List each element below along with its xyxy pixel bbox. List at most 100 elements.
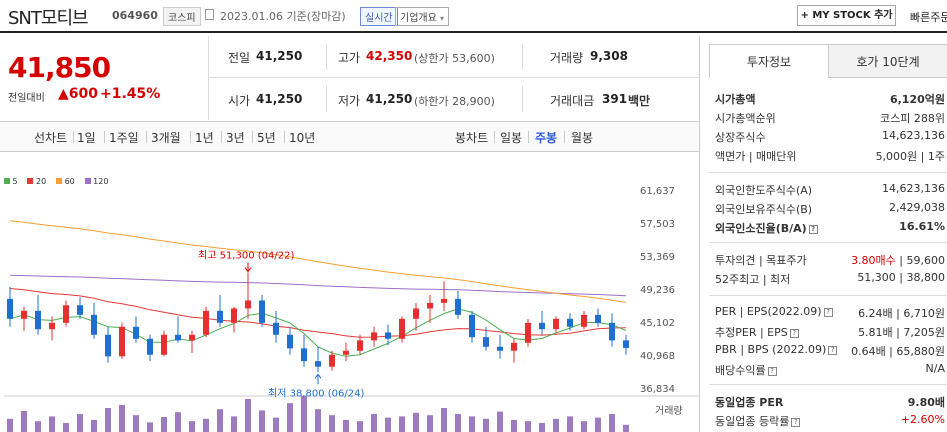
candle-body: [315, 361, 321, 367]
volume-bar: [189, 421, 195, 432]
info-row-value: 51,300 | 38,800: [857, 271, 945, 284]
separator: [190, 131, 191, 143]
current-price: 41,850: [8, 51, 111, 84]
period-tab-5y[interactable]: 5년: [257, 131, 276, 145]
volume-bar: [287, 403, 293, 432]
chart-period-bar: 선차트 1일 1주일 3개월 1년 3년 5년 10년 봉차트 일봉 주봉 월봉: [0, 121, 699, 152]
upper-limit: (상한가 53,600): [414, 52, 495, 65]
info-row-label: 시가총액: [715, 93, 756, 106]
volume-bar: [581, 421, 587, 432]
stock-code: 064960: [112, 9, 158, 22]
fast-order-link[interactable]: 빠른주문: [910, 11, 947, 24]
volume-bar: [259, 410, 265, 432]
info-row-label: 52주최고 | 최저: [715, 273, 791, 286]
volume-bar: [595, 417, 601, 432]
company-name: SNT모티브: [8, 8, 89, 29]
help-icon[interactable]: ?: [808, 225, 818, 234]
candle-body: [133, 326, 139, 339]
high-value: 42,350: [366, 49, 413, 63]
y-tick-label: 40,968: [640, 351, 675, 362]
volume-value: 9,308: [590, 49, 628, 63]
ma60-line: [9, 220, 627, 303]
info-row: 액면가 | 매매단위 5,000원 | 1주: [715, 148, 945, 167]
chevron-down-icon: ▾: [440, 14, 445, 23]
info-row-value: 2,429,038: [889, 201, 945, 214]
document-icon[interactable]: [205, 9, 214, 20]
candle-body: [539, 322, 545, 330]
candlestick-chart[interactable]: 61,637 57,503 53,369 49,236 45,102 40,968 36,8…: [0, 180, 699, 432]
info-row-value: 6.24배 | 6,710원: [858, 307, 945, 320]
legend-ma60: 60: [64, 177, 75, 186]
company-overview-dropdown[interactable]: 기업개요 ▾: [395, 7, 450, 26]
info-row: 상장주식수 14,623,136: [715, 129, 945, 148]
help-icon[interactable]: ?: [767, 367, 777, 376]
info-row-label: 동일업종 등락률?: [715, 413, 801, 429]
volume-bar: [35, 421, 41, 432]
info-row-label: PBR | BPS (2022.09)?: [715, 343, 838, 356]
period-tab-1y[interactable]: 1년: [195, 131, 214, 145]
market-badge: 코스피: [163, 7, 201, 26]
high-annotation: 최고 51,300 (04/22): [198, 250, 294, 262]
divider: [326, 44, 327, 70]
help-icon[interactable]: ?: [828, 346, 838, 355]
candle-tab-weekly[interactable]: 주봉: [535, 131, 558, 145]
volume-bar: [525, 421, 531, 432]
live-badge[interactable]: 실시간: [360, 7, 398, 26]
stock-header: [0, 0, 947, 33]
tab-order-book[interactable]: 호가 10단계: [829, 44, 947, 78]
candle-body: [105, 334, 111, 357]
info-row: PER | EPS(2022.09)? 6.24배 | 6,710원: [715, 305, 945, 324]
divider: [709, 295, 947, 296]
separator: [221, 131, 222, 143]
legend-ma120: 120: [93, 177, 109, 186]
separator: [146, 131, 147, 143]
volume-bar: [567, 416, 573, 432]
change-percent: +1.45%: [100, 86, 161, 102]
volume-bar: [21, 411, 27, 432]
period-tab-3m[interactable]: 3개월: [151, 131, 181, 145]
candle-body: [385, 332, 391, 339]
candle-body: [49, 322, 55, 330]
divider: [522, 86, 523, 112]
candle-body: [217, 310, 223, 323]
candle-body: [7, 298, 13, 319]
candle-body: [161, 334, 167, 355]
period-tab-1d[interactable]: 1일: [77, 131, 96, 145]
candle-body: [189, 334, 195, 341]
help-icon[interactable]: ?: [823, 308, 833, 317]
volume-bar: [175, 412, 181, 432]
high-label: 고가: [338, 51, 361, 65]
y-tick-label: 53,369: [640, 252, 675, 263]
y-tick-label: 45,102: [640, 318, 675, 329]
help-icon[interactable]: ?: [789, 329, 799, 338]
candle-body: [231, 308, 237, 323]
period-tab-1w[interactable]: 1주일: [109, 131, 139, 145]
candle-body: [287, 334, 293, 349]
tab-investment-info[interactable]: 투자정보: [709, 44, 829, 78]
info-row-value: 14,623,136: [882, 129, 945, 142]
candle-tab-daily[interactable]: 일봉: [500, 131, 523, 145]
candle-tab-monthly[interactable]: 월봉: [571, 131, 594, 145]
volume-bar: [203, 418, 209, 432]
divider: [709, 172, 947, 173]
prev-close-label: 전일: [228, 51, 251, 65]
candle-body: [567, 318, 573, 327]
candle-body: [91, 314, 97, 335]
candle-chart-label: 봉차트: [455, 131, 489, 145]
volume-bar: [455, 414, 461, 432]
help-icon[interactable]: ?: [791, 418, 801, 427]
separator: [564, 131, 565, 143]
period-tab-10y[interactable]: 10년: [289, 131, 316, 145]
divider: [522, 44, 523, 70]
volume-label: 거래량: [550, 51, 584, 65]
info-row: 투자의견 | 목표주가 3.80매수 | 59,600: [715, 252, 945, 271]
volume-bar: [343, 420, 349, 432]
high-arrowhead: [244, 267, 252, 273]
add-my-stock-button[interactable]: + MY STOCK 추가: [797, 5, 896, 26]
info-row-value: 9.80배: [907, 396, 945, 409]
period-tab-3y[interactable]: 3년: [226, 131, 245, 145]
info-row: 52주최고 | 최저 51,300 | 38,800: [715, 271, 945, 290]
ma-legend: 5 20 60 120: [4, 173, 108, 187]
line-chart-label: 선차트: [34, 131, 68, 145]
candle-body: [427, 302, 433, 309]
